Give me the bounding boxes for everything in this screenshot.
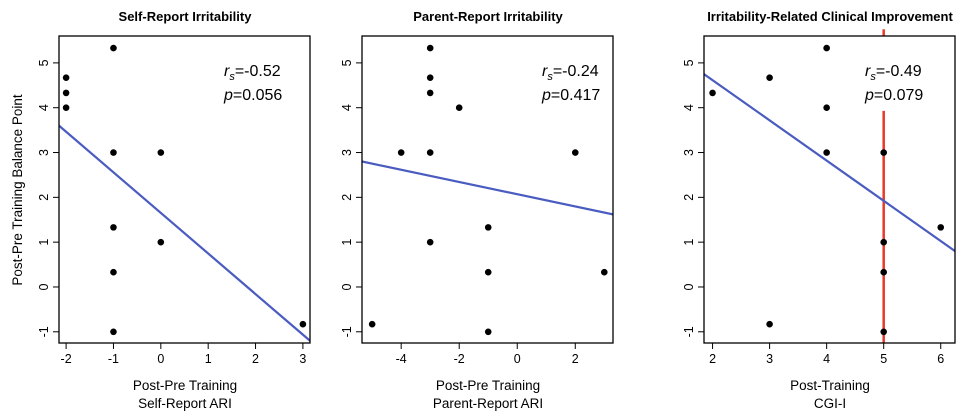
- data-point: [62, 89, 70, 97]
- data-point: [426, 238, 434, 246]
- data-point: [709, 89, 716, 97]
- x-axis-label-line2: Self-Report ARI: [138, 396, 232, 411]
- data-point: [766, 74, 773, 81]
- y-tick-label: 1: [37, 239, 51, 246]
- regression-line: [362, 160, 613, 216]
- y-tick-label: -1: [340, 326, 354, 337]
- y-tick-label: 4: [682, 104, 696, 111]
- x-axis-label-line1: Post-Pre Training: [133, 378, 237, 393]
- data-point: [426, 74, 434, 81]
- x-axis-label-line2: CGI-I: [814, 396, 846, 411]
- y-tick-label: 4: [340, 104, 354, 111]
- data-point: [823, 149, 830, 156]
- x-tick-label: 0: [157, 352, 164, 366]
- data-point: [823, 44, 830, 52]
- x-tick-label: 3: [766, 352, 773, 366]
- panel-parent-report: Parent-Report Irritability -4 -2 0 2 -1 0 1 2 3 4…: [340, 9, 614, 411]
- data-point: [397, 149, 405, 156]
- stat-r: rs=-0.49: [865, 63, 922, 83]
- y-tick-label: 3: [682, 149, 696, 156]
- x-axis-label-line1: Post-Pre Training: [436, 378, 540, 393]
- plot-frame: [58, 35, 311, 344]
- panel-title: Self-Report Irritability: [119, 9, 253, 24]
- data-point: [600, 268, 608, 276]
- panel-title: Irritability-Related Clinical Improvemen…: [707, 9, 953, 24]
- data-point: [110, 268, 117, 276]
- y-tick-label: 1: [340, 239, 354, 246]
- x-tick-label: 5: [880, 352, 887, 366]
- y-tick-label: 0: [37, 283, 51, 290]
- data-point: [62, 74, 70, 81]
- data-point: [110, 149, 117, 156]
- y-tick-label: 0: [340, 283, 354, 290]
- data-point: [157, 149, 165, 156]
- x-axis-label-line2: Parent-Report ARI: [433, 396, 543, 411]
- data-point: [880, 268, 887, 276]
- stat-r: rs=-0.24: [542, 63, 599, 83]
- y-tick-label: 5: [682, 59, 696, 66]
- x-tick-label: -4: [396, 352, 407, 366]
- stat-p: p=0.056: [223, 87, 282, 104]
- data-point: [110, 328, 117, 336]
- x-tick-label: 2: [252, 352, 259, 366]
- x-tick-label: -2: [454, 352, 465, 366]
- panel-title: Parent-Report Irritability: [413, 9, 563, 24]
- data-point: [880, 149, 887, 156]
- y-tick-label: 2: [37, 194, 51, 201]
- data-point: [880, 328, 887, 336]
- data-point: [426, 44, 434, 52]
- x-tick-label: 3: [299, 352, 306, 366]
- x-tick-label: -1: [108, 352, 119, 366]
- data-point: [299, 320, 307, 328]
- data-point: [368, 320, 376, 328]
- y-tick-label: 3: [340, 149, 354, 156]
- stat-r: rs=-0.52: [224, 63, 281, 83]
- x-tick-label: 2: [572, 352, 579, 366]
- x-axis-label-line1: Post-Training: [790, 378, 870, 393]
- y-tick-label: 4: [37, 104, 51, 111]
- data-point: [110, 44, 117, 52]
- stat-p: p=0.079: [864, 87, 923, 104]
- stat-p: p=0.417: [541, 87, 600, 104]
- data-point: [426, 89, 434, 97]
- data-point: [571, 149, 579, 156]
- regression-line: [59, 124, 310, 342]
- y-tick-label: 3: [37, 149, 51, 156]
- plot-frame: [361, 35, 614, 344]
- panel-self-report: Self-Report Irritability -2 -1 0 1 2 3 -1 0 1 2 3 4…: [10, 9, 311, 411]
- regression-line: [704, 73, 955, 253]
- x-tick-label: 0: [514, 352, 521, 366]
- data-point: [484, 268, 492, 276]
- data-point: [62, 104, 70, 112]
- x-tick-label: -2: [61, 352, 72, 366]
- y-tick-label: 5: [37, 59, 51, 66]
- y-tick-label: 2: [340, 194, 354, 201]
- y-tick-label: 0: [682, 283, 696, 290]
- panel-clinical-improvement: Irritability-Related Clinical Improvemen…: [682, 9, 956, 411]
- x-tick-label: 2: [709, 352, 716, 366]
- data-point: [823, 104, 830, 112]
- data-point: [766, 320, 773, 328]
- data-point: [880, 238, 887, 246]
- data-point: [484, 328, 492, 336]
- data-point: [157, 238, 165, 246]
- y-tick-label: -1: [37, 326, 51, 337]
- y-tick-label: 1: [682, 239, 696, 246]
- x-tick-label: 4: [823, 352, 830, 366]
- y-tick-label: -1: [682, 326, 696, 337]
- data-point: [937, 224, 945, 231]
- x-tick-label: 6: [937, 352, 944, 366]
- x-tick-label: 1: [205, 352, 212, 366]
- plot-frame: [703, 35, 956, 344]
- y-tick-label: 5: [340, 59, 354, 66]
- y-tick-label: 2: [682, 194, 696, 201]
- y-axis-label: Post-Pre Training Balance Point: [10, 94, 25, 286]
- data-point: [110, 224, 117, 231]
- data-point: [426, 149, 434, 156]
- data-point: [455, 104, 463, 112]
- data-point: [484, 224, 492, 231]
